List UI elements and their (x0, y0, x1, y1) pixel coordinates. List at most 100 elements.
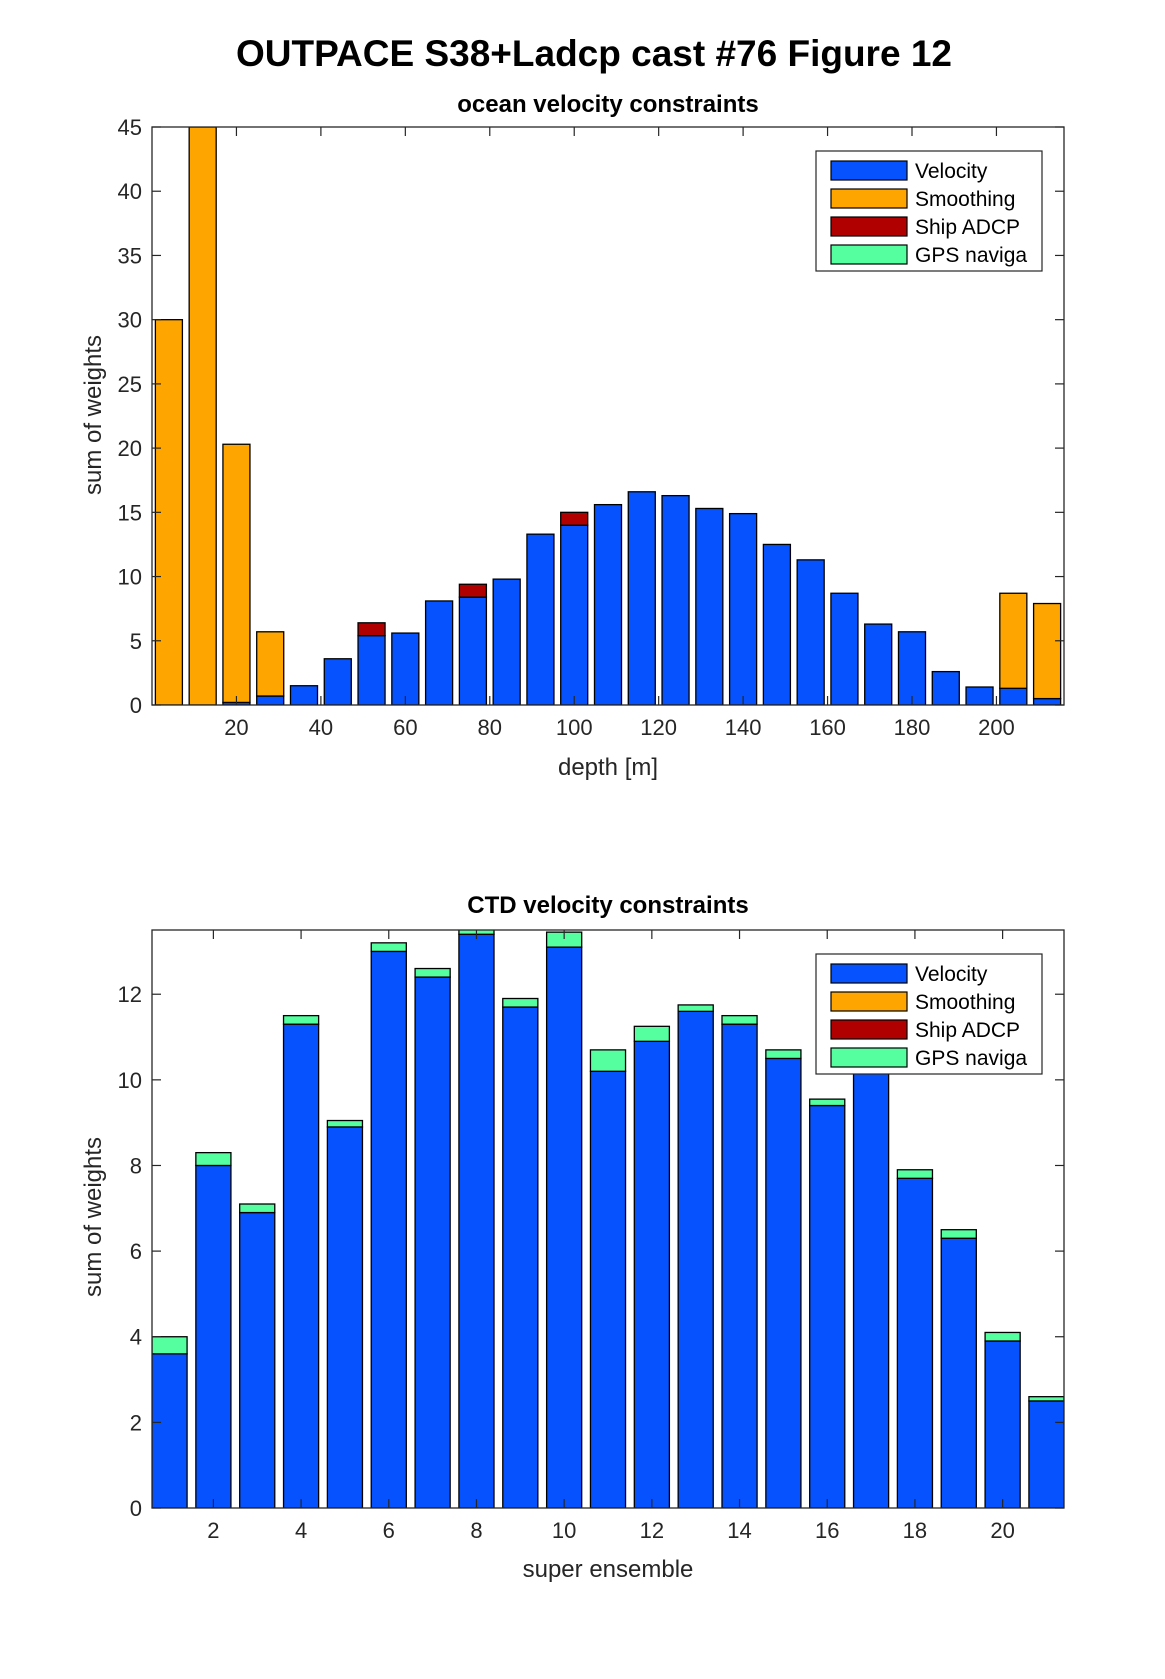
bar-velocity (896, 1177, 934, 1508)
bar-gps-naviga (414, 967, 451, 978)
x-tick-label: 40 (309, 715, 333, 740)
bar-gps-naviga (239, 1203, 276, 1214)
y-tick-label: 20 (118, 436, 142, 461)
y-tick-label: 35 (118, 243, 142, 268)
x-tick-label: 18 (903, 1518, 927, 1543)
bar-velocity (370, 950, 407, 1508)
bar-gps-naviga (633, 1025, 671, 1042)
bar-gps-naviga (282, 1014, 320, 1025)
bar-velocity (323, 658, 352, 705)
legend-swatch (830, 160, 908, 181)
bar-gps-naviga (896, 1169, 934, 1179)
y-tick-label: 0 (130, 693, 142, 718)
y-tick-label: 8 (130, 1153, 142, 1178)
bar-velocity (195, 1164, 232, 1508)
y-tick-label: 45 (118, 115, 142, 140)
legend: Velocity Smoothing Ship ADCP GPS naviga (815, 150, 1043, 272)
legend-label: Velocity (915, 160, 988, 183)
bar-velocity (677, 1010, 714, 1508)
chart-title: CTD velocity constraints (467, 892, 748, 919)
bar-gps-naviga (1028, 1396, 1064, 1402)
x-tick-label: 10 (552, 1518, 576, 1543)
bar-velocity (721, 1023, 758, 1508)
bar-velocity (239, 1211, 276, 1508)
y-tick-label: 6 (130, 1239, 142, 1264)
y-axis-label: sum of weights (80, 1137, 107, 1297)
bar-ship-adcp (357, 622, 386, 637)
axes-box (151, 126, 1065, 706)
y-tick-label: 4 (130, 1325, 142, 1350)
y-tick-label: 10 (118, 565, 142, 590)
legend-swatch (830, 244, 908, 265)
x-tick-label: 8 (470, 1518, 482, 1543)
bar-velocity (999, 687, 1028, 705)
bar-smoothing (188, 127, 217, 705)
y-tick-label: 40 (118, 179, 142, 204)
bar-velocity (965, 686, 994, 705)
x-tick-label: 2 (207, 1518, 219, 1543)
bar-velocity (864, 623, 893, 705)
bar-gps-naviga (677, 1004, 714, 1012)
bar-gps-naviga (195, 1151, 232, 1167)
y-tick-label: 2 (130, 1410, 142, 1435)
bar-velocity (984, 1340, 1021, 1508)
bars (154, 127, 1062, 705)
x-tick-label: 14 (727, 1518, 751, 1543)
bar-gps-naviga (589, 1049, 627, 1072)
bar-velocity (502, 1006, 539, 1508)
x-tick-label: 160 (809, 715, 846, 740)
bar-smoothing (999, 592, 1028, 689)
y-tick-label: 0 (130, 1496, 142, 1521)
bar-velocity (589, 1070, 627, 1508)
bar-gps-naviga (984, 1331, 1021, 1342)
legend-swatch (830, 216, 908, 237)
legend: Velocity Smoothing Ship ADCP GPS naviga (815, 953, 1043, 1075)
bar-velocity (809, 1104, 846, 1508)
figure-title: OUTPACE S38+Ladcp cast #76 Figure 12 (236, 33, 952, 74)
bar-gps-naviga (502, 997, 539, 1008)
bar-velocity (728, 512, 758, 705)
x-axis-label: super ensemble (523, 1556, 694, 1583)
legend-label: Ship ADCP (915, 216, 1020, 239)
legend-swatch (830, 1019, 908, 1040)
bars (152, 930, 1064, 1508)
bar-velocity (765, 1057, 802, 1508)
bar-velocity (414, 976, 451, 1508)
chart-title: ocean velocity constraints (457, 91, 758, 118)
x-tick-label: 180 (894, 715, 931, 740)
bar-smoothing (222, 443, 251, 704)
bar-velocity (560, 524, 589, 705)
x-axis-label: depth [m] (558, 754, 658, 781)
legend-swatch (830, 188, 908, 209)
x-tick-label: 100 (556, 715, 593, 740)
bar-velocity (695, 507, 724, 705)
bar-velocity (897, 631, 927, 705)
bar-velocity (852, 1066, 890, 1508)
bar-velocity (282, 1023, 320, 1508)
y-tick-label: 25 (118, 372, 142, 397)
bar-velocity (762, 543, 792, 705)
x-tick-label: 20 (224, 715, 248, 740)
x-tick-label: 200 (978, 715, 1015, 740)
legend-label: GPS naviga (915, 244, 1027, 267)
chart-ctd-velocity-constraints: CTD velocity constraints super ensemble … (80, 892, 1065, 1583)
bar-ship-adcp (560, 511, 589, 526)
bar-velocity (458, 596, 488, 705)
legend-label: Smoothing (915, 991, 1015, 1014)
x-tick-label: 16 (815, 1518, 839, 1543)
y-tick-label: 10 (118, 1068, 142, 1093)
bar-velocity (152, 1353, 188, 1508)
x-tick-label: 80 (478, 715, 502, 740)
legend-swatch (830, 1047, 908, 1068)
bar-velocity (593, 503, 623, 705)
bar-velocity (492, 578, 521, 705)
bar-velocity (357, 634, 386, 705)
bar-gps-naviga (370, 942, 407, 953)
bar-velocity (830, 592, 859, 705)
bar-ship-adcp (458, 583, 488, 598)
x-tick-label: 20 (990, 1518, 1014, 1543)
x-tick-label: 6 (383, 1518, 395, 1543)
y-tick-label: 15 (118, 500, 142, 525)
bar-velocity (424, 600, 454, 705)
